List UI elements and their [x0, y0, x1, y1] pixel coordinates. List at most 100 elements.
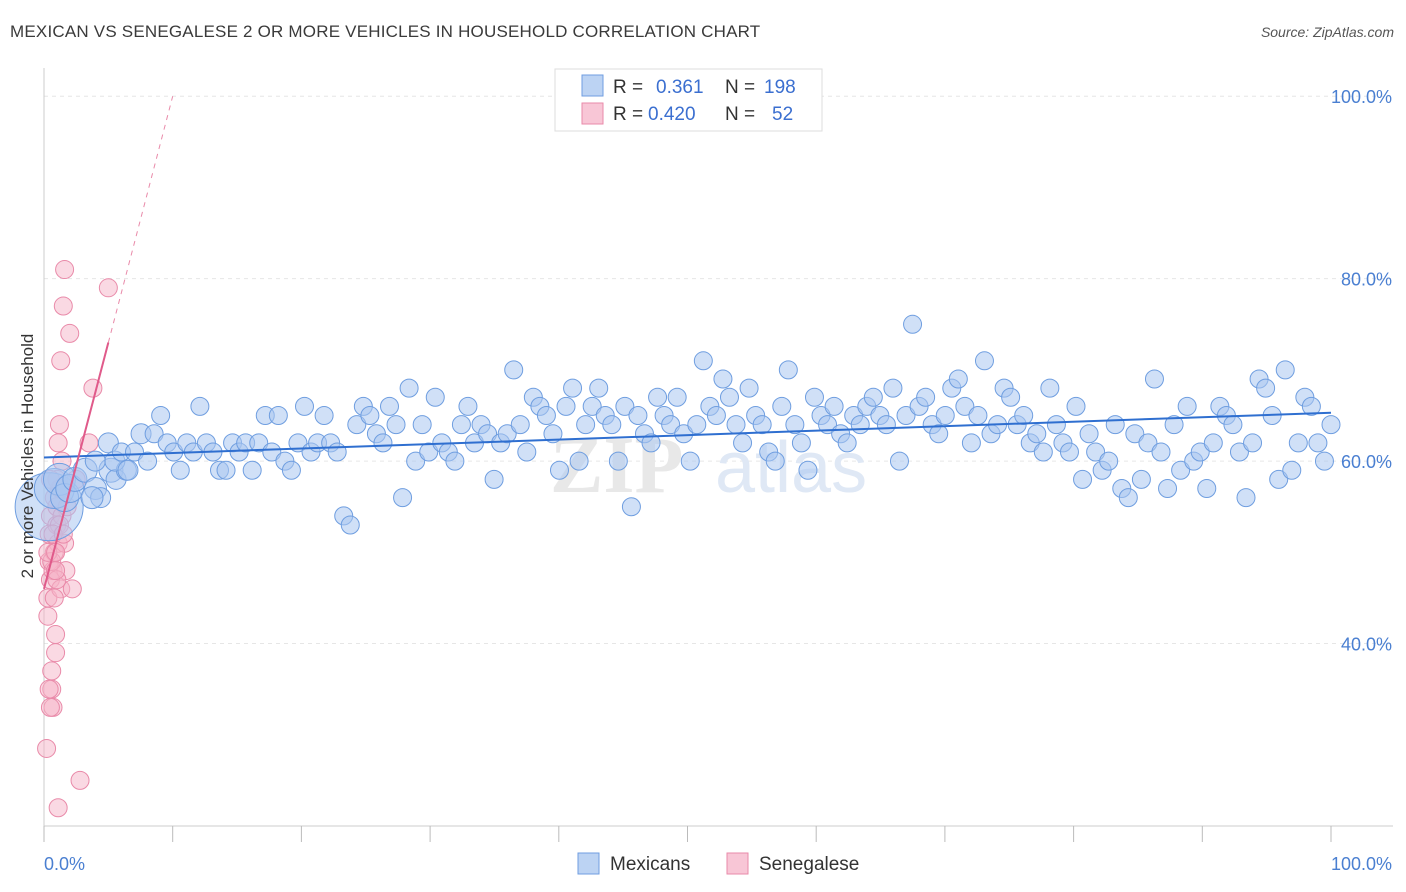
mexican-point	[582, 396, 602, 416]
mexican-point	[347, 415, 367, 435]
mexican-point	[961, 433, 981, 453]
senegalese-point	[70, 770, 90, 790]
senegalese-trend-line	[43, 342, 110, 590]
senegalese-point	[53, 296, 73, 316]
mexican-point	[484, 469, 504, 489]
mexican-point	[1288, 433, 1308, 453]
mexican-point	[903, 314, 923, 334]
mexican-point	[386, 415, 406, 435]
y-tick-label: 80.0%	[1341, 270, 1392, 290]
mexican-point	[1073, 469, 1093, 489]
mexican-point	[1059, 442, 1079, 462]
mexican-point	[916, 387, 936, 407]
mexican-point	[1151, 442, 1171, 462]
senegalese-point	[48, 798, 68, 818]
mexican-point	[412, 415, 432, 435]
mexican-point	[772, 396, 792, 416]
y-tick-label: 40.0%	[1341, 635, 1392, 655]
mexican-point	[798, 460, 818, 480]
mexican-point	[288, 433, 308, 453]
mexican-point	[1086, 442, 1106, 462]
mexican-point	[117, 459, 139, 481]
mexican-point	[883, 378, 903, 398]
mexican-point	[563, 378, 583, 398]
mexican-point	[144, 424, 164, 444]
mexican-point	[1033, 442, 1053, 462]
mexican-point	[1001, 387, 1021, 407]
mexican-point	[262, 442, 282, 462]
mexican-point	[1282, 460, 1302, 480]
legend-r-label: R =	[613, 77, 643, 98]
mexican-point	[726, 415, 746, 435]
mexican-point	[1275, 360, 1295, 380]
mexican-point	[340, 515, 360, 535]
mexican-point	[451, 415, 471, 435]
mexican-point	[602, 415, 622, 435]
mexican-point	[190, 396, 210, 416]
axes	[43, 68, 1393, 842]
mexican-point	[1125, 424, 1145, 444]
legend-r-value: 0.420	[648, 104, 696, 125]
senegalese-point	[98, 278, 118, 298]
mexican-point	[674, 424, 694, 444]
mexican-point	[889, 451, 909, 471]
mexican-point	[1046, 415, 1066, 435]
senegalese-point	[55, 260, 75, 280]
mexican-point	[1197, 478, 1217, 498]
mexican-point	[733, 433, 753, 453]
mexican-point	[948, 369, 968, 389]
trend-lines	[43, 96, 1332, 590]
mexican-point	[458, 396, 478, 416]
mexican-point	[1027, 424, 1047, 444]
mexican-point	[170, 460, 190, 480]
mexican-point	[1314, 451, 1334, 471]
mexican-point	[1171, 460, 1191, 480]
senegalese-point	[39, 679, 59, 699]
legend-n-label: N =	[725, 77, 755, 98]
mexican-point	[680, 451, 700, 471]
senegalese-point	[48, 433, 68, 453]
senegalese-point	[60, 323, 80, 343]
mexican-point	[687, 415, 707, 435]
bottom-legend-swatch-senegalese	[726, 852, 749, 875]
mexican-point	[1243, 433, 1263, 453]
mexican-point	[80, 486, 104, 510]
mexican-point	[1229, 442, 1249, 462]
legend-r-label: R =	[613, 104, 643, 125]
legend-swatch-mexicans	[581, 74, 604, 97]
mexican-point	[151, 406, 171, 426]
mexican-point	[621, 497, 641, 517]
mexican-point	[216, 460, 236, 480]
mexican-point	[1066, 396, 1086, 416]
senegalese-point	[37, 738, 57, 758]
mexican-point	[249, 433, 269, 453]
mexican-point	[1014, 406, 1034, 426]
mexican-point	[1308, 433, 1328, 453]
bottom-legend-mexicans: Mexicans	[610, 854, 690, 875]
mexican-point	[549, 460, 569, 480]
senegalese-point	[49, 415, 69, 435]
mexican-point	[517, 442, 537, 462]
mexican-point	[1203, 433, 1223, 453]
legend-n-label: N =	[725, 104, 755, 125]
mexican-point	[1164, 415, 1184, 435]
mexican-point	[576, 415, 596, 435]
x-tick-label: 0.0%	[44, 854, 85, 874]
legend-n-value: 52	[772, 104, 793, 125]
mexican-point	[589, 378, 609, 398]
mexican-point	[1138, 433, 1158, 453]
mexican-point	[955, 396, 975, 416]
mexican-point	[497, 424, 517, 444]
mexican-point	[739, 378, 759, 398]
mexican-point	[706, 406, 726, 426]
mexican-point	[628, 406, 648, 426]
mexican-point	[968, 406, 988, 426]
mexican-point	[863, 387, 883, 407]
mexican-point	[373, 433, 393, 453]
mexican-point	[314, 406, 334, 426]
mexican-point	[1321, 415, 1341, 435]
mexican-point	[1223, 415, 1243, 435]
mexican-point	[876, 415, 896, 435]
mexican-point	[1256, 378, 1276, 398]
mexican-point	[84, 450, 106, 472]
